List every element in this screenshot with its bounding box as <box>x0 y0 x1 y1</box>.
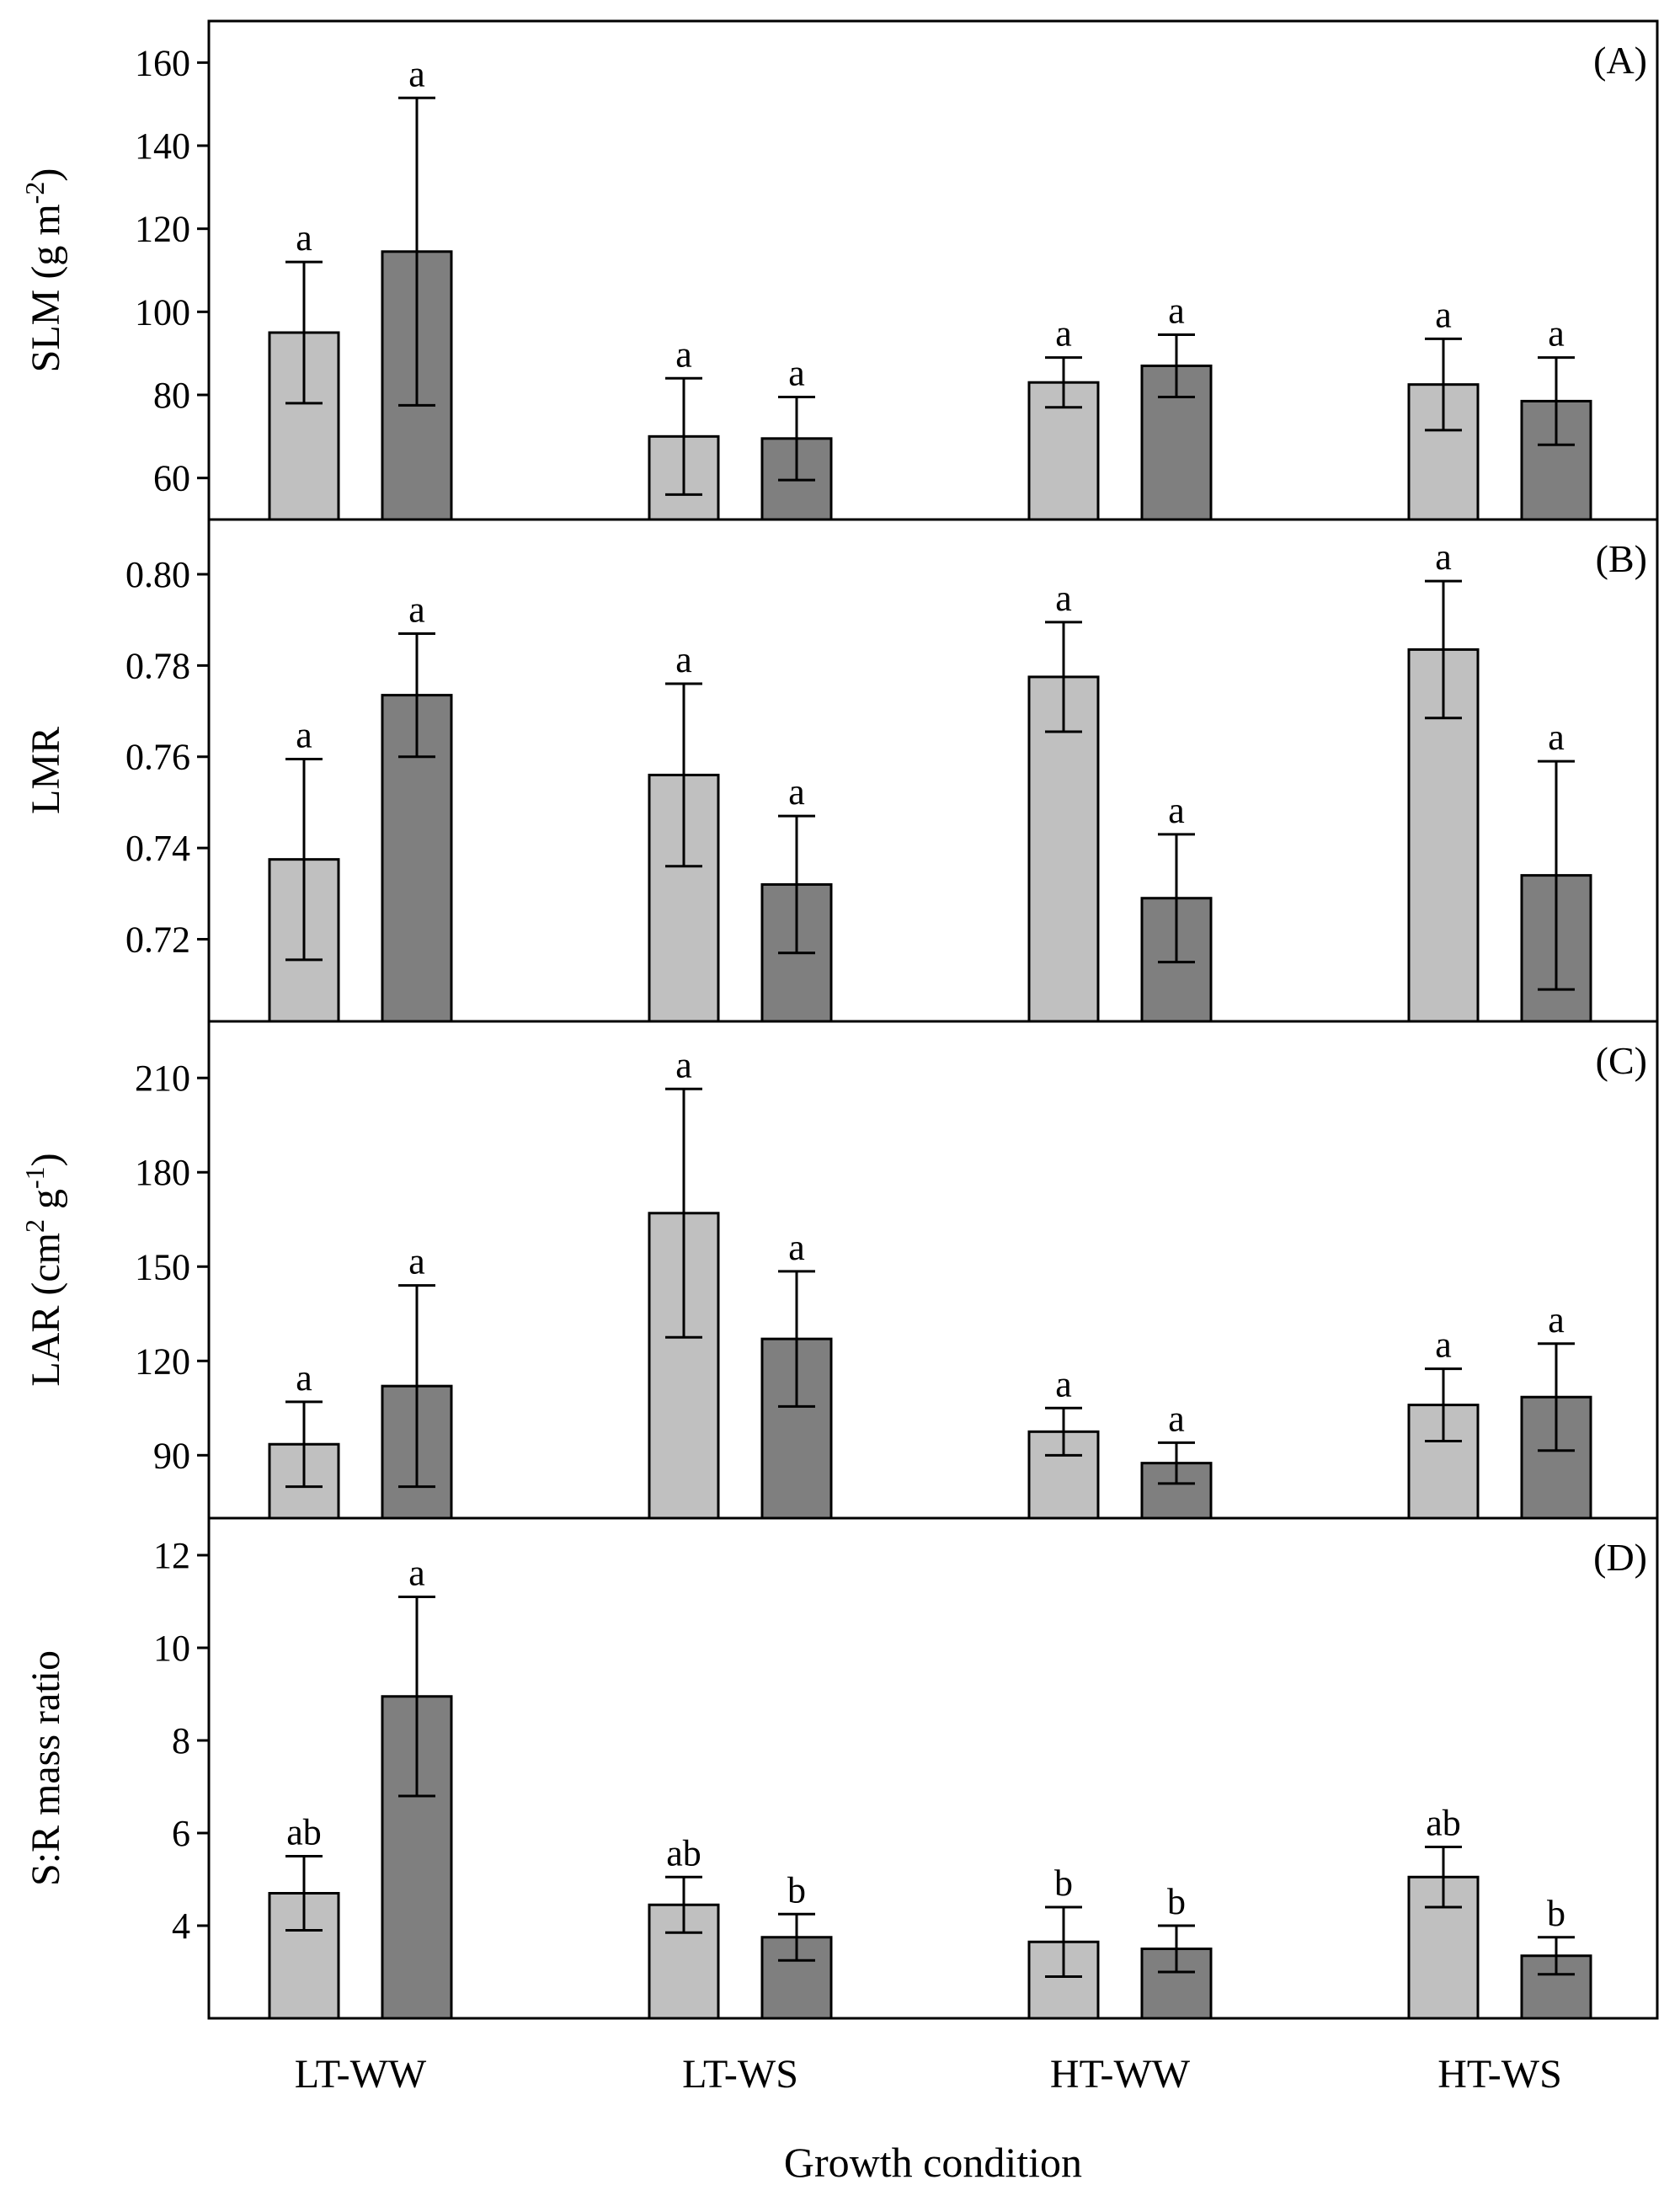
significance-label: b <box>1167 1881 1186 1922</box>
y-tick-label: 60 <box>153 458 190 499</box>
y-tick-label: 12 <box>153 1535 190 1576</box>
significance-label: b <box>787 1869 806 1911</box>
y-tick-label: 120 <box>135 1340 190 1382</box>
significance-label: a <box>788 352 805 393</box>
panel-a: 60 80 100 120 140 160 (A) SLM (g m-2) a a a a a a a a <box>19 19 1659 521</box>
y-tick-label: 0.72 <box>125 919 190 960</box>
significance-label: a <box>1548 313 1565 354</box>
significance-label: a <box>408 589 425 630</box>
x-category-label: HT-WW <box>1050 2052 1191 2097</box>
panel-label: (B) <box>1596 537 1647 580</box>
significance-label: ab <box>666 1832 701 1873</box>
x-category-label: HT-WS <box>1437 2052 1562 2097</box>
y-tick-label: 10 <box>153 1628 190 1669</box>
bar <box>1140 1948 1213 2020</box>
significance-label: a <box>675 333 692 375</box>
panel-label: (D) <box>1593 1536 1647 1579</box>
y-tick-label: 140 <box>135 125 190 167</box>
y-tick-label: 8 <box>172 1720 190 1761</box>
significance-label: a <box>296 1357 312 1399</box>
y-tick-label: 0.78 <box>125 645 190 686</box>
panel-label: (C) <box>1596 1039 1647 1082</box>
significance-label: b <box>1054 1863 1073 1904</box>
panel-c: 90 120 150 180 210 (C) LAR (cm2 g-1) a a a a a a a a <box>19 1020 1659 1520</box>
y-tick-label: 210 <box>135 1058 190 1099</box>
y-tick-label: 120 <box>135 209 190 250</box>
significance-label: a <box>1435 1324 1452 1366</box>
significance-label: a <box>675 639 692 680</box>
significance-label: a <box>1435 294 1452 335</box>
significance-label: a <box>675 1044 692 1085</box>
significance-label: a <box>1548 1299 1565 1340</box>
significance-label: a <box>1055 578 1072 619</box>
y-tick-label: 80 <box>153 375 190 416</box>
y-tick-label: 160 <box>135 42 190 83</box>
y-tick-label: 150 <box>135 1246 190 1287</box>
significance-label: a <box>408 1553 425 1594</box>
y-tick-label: 180 <box>135 1152 190 1193</box>
significance-label: b <box>1547 1893 1565 1934</box>
y-tick-label: 4 <box>172 1905 190 1947</box>
y-axis-title: LAR (cm2 g-1) <box>19 1153 68 1386</box>
significance-label: ab <box>1426 1803 1461 1844</box>
x-axis-categories: LT-WW LT-WS HT-WW HT-WS <box>295 2052 1562 2097</box>
significance-label: a <box>1168 290 1185 331</box>
significance-label: a <box>788 1227 805 1268</box>
panel-label: (A) <box>1593 39 1647 82</box>
significance-label: ab <box>286 1812 322 1853</box>
x-category-label: LT-WW <box>295 2052 427 2097</box>
y-tick-label: 100 <box>135 291 190 333</box>
significance-label: a <box>1168 1398 1185 1439</box>
panel-b: 0.72 0.74 0.76 0.78 0.80 (B) LMR a a a a a a a a <box>24 518 1659 1023</box>
y-tick-label: 90 <box>153 1435 190 1476</box>
y-axis-title: LMR <box>24 727 68 814</box>
x-category-label: LT-WS <box>682 2052 798 2097</box>
significance-label: a <box>296 217 312 258</box>
significance-label: a <box>296 714 312 755</box>
significance-label: a <box>408 53 425 94</box>
significance-label: a <box>1548 717 1565 758</box>
significance-label: a <box>1055 1363 1072 1404</box>
y-axis-title: SLM (g m-2) <box>19 168 68 373</box>
plot-frame <box>207 1516 1659 2020</box>
y-tick-label: 0.74 <box>125 828 190 869</box>
bar <box>1407 1875 1480 2020</box>
significance-label: a <box>408 1241 425 1282</box>
significance-label: a <box>1435 536 1452 578</box>
significance-label: a <box>1168 790 1185 831</box>
x-axis-title: Growth condition <box>784 2139 1082 2186</box>
significance-label: a <box>1055 313 1072 354</box>
y-tick-label: 6 <box>172 1813 190 1854</box>
y-tick-label: 0.80 <box>125 554 190 595</box>
bar <box>1027 675 1100 1023</box>
significance-label: a <box>788 771 805 813</box>
y-tick-label: 0.76 <box>125 737 190 778</box>
y-axis-title: S:R mass ratio <box>24 1650 68 1886</box>
